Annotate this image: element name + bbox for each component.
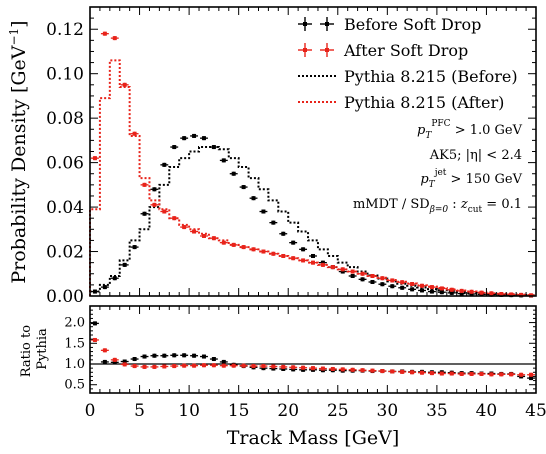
ratio-title-line-1: Ratio to xyxy=(19,325,34,377)
x-axis-title: Track Mass [GeV] xyxy=(227,427,400,449)
legend-label-after: After Soft Drop xyxy=(343,41,468,60)
x-tick-label: 35 xyxy=(426,401,448,421)
x-tick-label: 10 xyxy=(178,401,200,421)
y-axis-title: Probability Density [GeV−1] xyxy=(7,20,30,283)
y-tick-label: 0.06 xyxy=(46,154,84,174)
ratio-plot-area xyxy=(90,306,536,393)
x-tick-label: 5 xyxy=(134,401,145,421)
ratio-title-line-2: Pythia xyxy=(35,328,50,370)
x-tick-label: 40 xyxy=(476,401,498,421)
x-tick-label: 0 xyxy=(85,401,96,421)
ratio-panel: 0 5 10 15 20 25 30 35 40 45 0.5 1.0 1.5 2.0 xyxy=(64,306,546,421)
x-tick-label: 20 xyxy=(277,401,299,421)
y-tick-label: 0.04 xyxy=(46,198,84,218)
legend-label-before: Before Soft Drop xyxy=(344,15,481,34)
y-tick-label: 0.12 xyxy=(46,20,84,40)
x-tick-label: 45 xyxy=(525,401,546,421)
ratio-y-tick-label: 2.0 xyxy=(64,316,85,331)
ratio-y-tick-label: 0.5 xyxy=(64,378,85,393)
x-tick-label: 15 xyxy=(228,401,250,421)
annotation-jet-eta: AK5; |η| < 2.4 xyxy=(429,148,522,163)
y-tick-label: 0.08 xyxy=(46,109,84,129)
main-panel: 0.00 0.02 0.04 0.06 0.08 0.10 0.12 Before Soft… xyxy=(46,7,536,307)
ratio-y-tick-label: 1.0 xyxy=(64,357,85,372)
x-tick-label: 30 xyxy=(377,401,399,421)
ratio-y-tick-label: 1.5 xyxy=(64,336,85,351)
legend-label-pythia-after: Pythia 8.215 (After) xyxy=(344,93,504,112)
x-tick-label: 25 xyxy=(327,401,349,421)
y-tick-label: 0.10 xyxy=(46,65,84,85)
legend-label-pythia-before: Pythia 8.215 (Before) xyxy=(344,67,518,86)
ratio-y-axis-title: Ratio to Pythia xyxy=(19,321,50,377)
y-tick-label: 0.00 xyxy=(46,287,84,307)
y-tick-label: 0.02 xyxy=(46,243,84,263)
